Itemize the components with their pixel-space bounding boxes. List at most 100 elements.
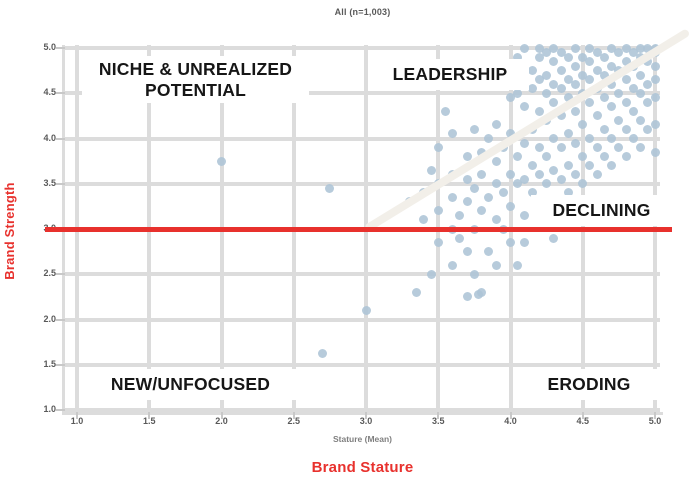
scatter-point [599, 70, 609, 80]
scatter-point [650, 75, 660, 85]
y-tick-label: 1.0 [43, 404, 56, 414]
scatter-point [498, 188, 508, 198]
scatter-point [217, 156, 226, 166]
y-tick-label: 1.5 [43, 358, 56, 369]
scatter-point [455, 233, 465, 243]
scatter-point [556, 66, 566, 76]
scatter-point [469, 124, 479, 134]
scatter-point [318, 349, 328, 359]
scatter-point [484, 192, 494, 202]
scatter-point [636, 115, 646, 125]
scatter-point [477, 287, 487, 297]
scatter-point [484, 247, 494, 257]
scatter-point [520, 210, 530, 220]
x-tick-mark [654, 412, 656, 419]
scatter-point [433, 143, 443, 153]
scatter-point [578, 152, 588, 162]
x-axis-line [62, 412, 663, 415]
gridline-horizontal [65, 46, 660, 50]
scatter-point [426, 269, 436, 279]
y-tick-mark [56, 318, 65, 321]
x-tick-label: 4.0 [504, 416, 517, 426]
x-tick-mark [581, 412, 584, 419]
scatter-point [563, 75, 573, 85]
scatter-point [650, 147, 660, 157]
scatter-point [527, 161, 537, 171]
scatter-point [636, 43, 646, 53]
scatter-point [325, 183, 335, 193]
scatter-point [614, 115, 624, 125]
scatter-point [506, 93, 515, 103]
scatter-point [621, 152, 631, 162]
scatter-point [549, 79, 559, 89]
y-tick-mark [56, 273, 65, 276]
scatter-point [542, 88, 552, 98]
scatter-point [534, 75, 544, 85]
scatter-point [542, 70, 552, 80]
gridline-horizontal [65, 408, 660, 412]
y-tick-mark [56, 137, 65, 140]
gridline-horizontal [65, 362, 660, 367]
scatter-point [520, 43, 530, 53]
x-tick-label: 1.5 [142, 416, 156, 426]
quadrant-label-leadership: LEADERSHIP [371, 59, 529, 90]
scatter-point [549, 134, 559, 143]
x-tick-label: 4.5 [576, 416, 589, 426]
scatter-point [433, 238, 443, 248]
y-tick-label: 5.0 [43, 42, 56, 52]
scatter-point [585, 43, 595, 53]
scatter-point [621, 43, 631, 53]
scatter-point [607, 161, 617, 171]
scatter-point [563, 93, 573, 103]
scatter-point [520, 238, 530, 248]
y-tick-label: 3.5 [43, 177, 56, 188]
scatter-point [563, 52, 573, 62]
scatter-point [462, 292, 472, 302]
y-tick-label: 2.0 [43, 313, 56, 324]
scatter-point [549, 165, 559, 175]
chart-title: All (n=1,003) [334, 7, 391, 17]
scatter-point [592, 170, 602, 180]
scatter-point [433, 206, 443, 216]
scatter-point [621, 124, 631, 134]
scatter-point [513, 260, 523, 270]
y-tick-label: 4.0 [43, 132, 56, 143]
y-tick-mark [56, 363, 65, 366]
scatter-point [491, 120, 501, 130]
scatter-point [636, 88, 646, 98]
x-axis-title: Brand Stature [311, 459, 414, 476]
scatter-point [520, 174, 530, 184]
scatter-point [477, 170, 487, 180]
scatter-point [643, 124, 653, 134]
scatter-point [578, 70, 588, 80]
gridline-horizontal [65, 181, 660, 186]
scatter-point [549, 57, 559, 67]
scatter-point [628, 134, 638, 143]
x-tick-label: 2.0 [215, 416, 228, 426]
x-tick-label: 5.0 [648, 416, 662, 426]
scatter-point [534, 43, 544, 53]
scatter-point [419, 215, 429, 225]
gridline-horizontal [65, 136, 660, 141]
scatter-point [534, 170, 544, 180]
scatter-point [491, 215, 501, 225]
x-tick-mark [509, 412, 512, 419]
scatter-point [592, 66, 602, 76]
scatter-point [542, 179, 552, 189]
scatter-point [628, 84, 638, 94]
scatter-point [614, 143, 624, 153]
scatter-point [556, 84, 566, 94]
scatter-point [542, 48, 552, 58]
scatter-point [643, 79, 653, 89]
scatter-point [614, 88, 624, 98]
scatter-point [585, 161, 595, 171]
quadrant-label-niche-line2: POTENTIAL [145, 79, 246, 100]
scatter-point [549, 43, 559, 53]
scatter-point [491, 156, 501, 166]
scatter-point [621, 57, 631, 67]
scatter-point [556, 174, 566, 184]
scatter-point [556, 48, 566, 58]
y-tick-mark [56, 92, 65, 95]
scatter-point [542, 152, 552, 162]
scatter-point [643, 43, 653, 53]
